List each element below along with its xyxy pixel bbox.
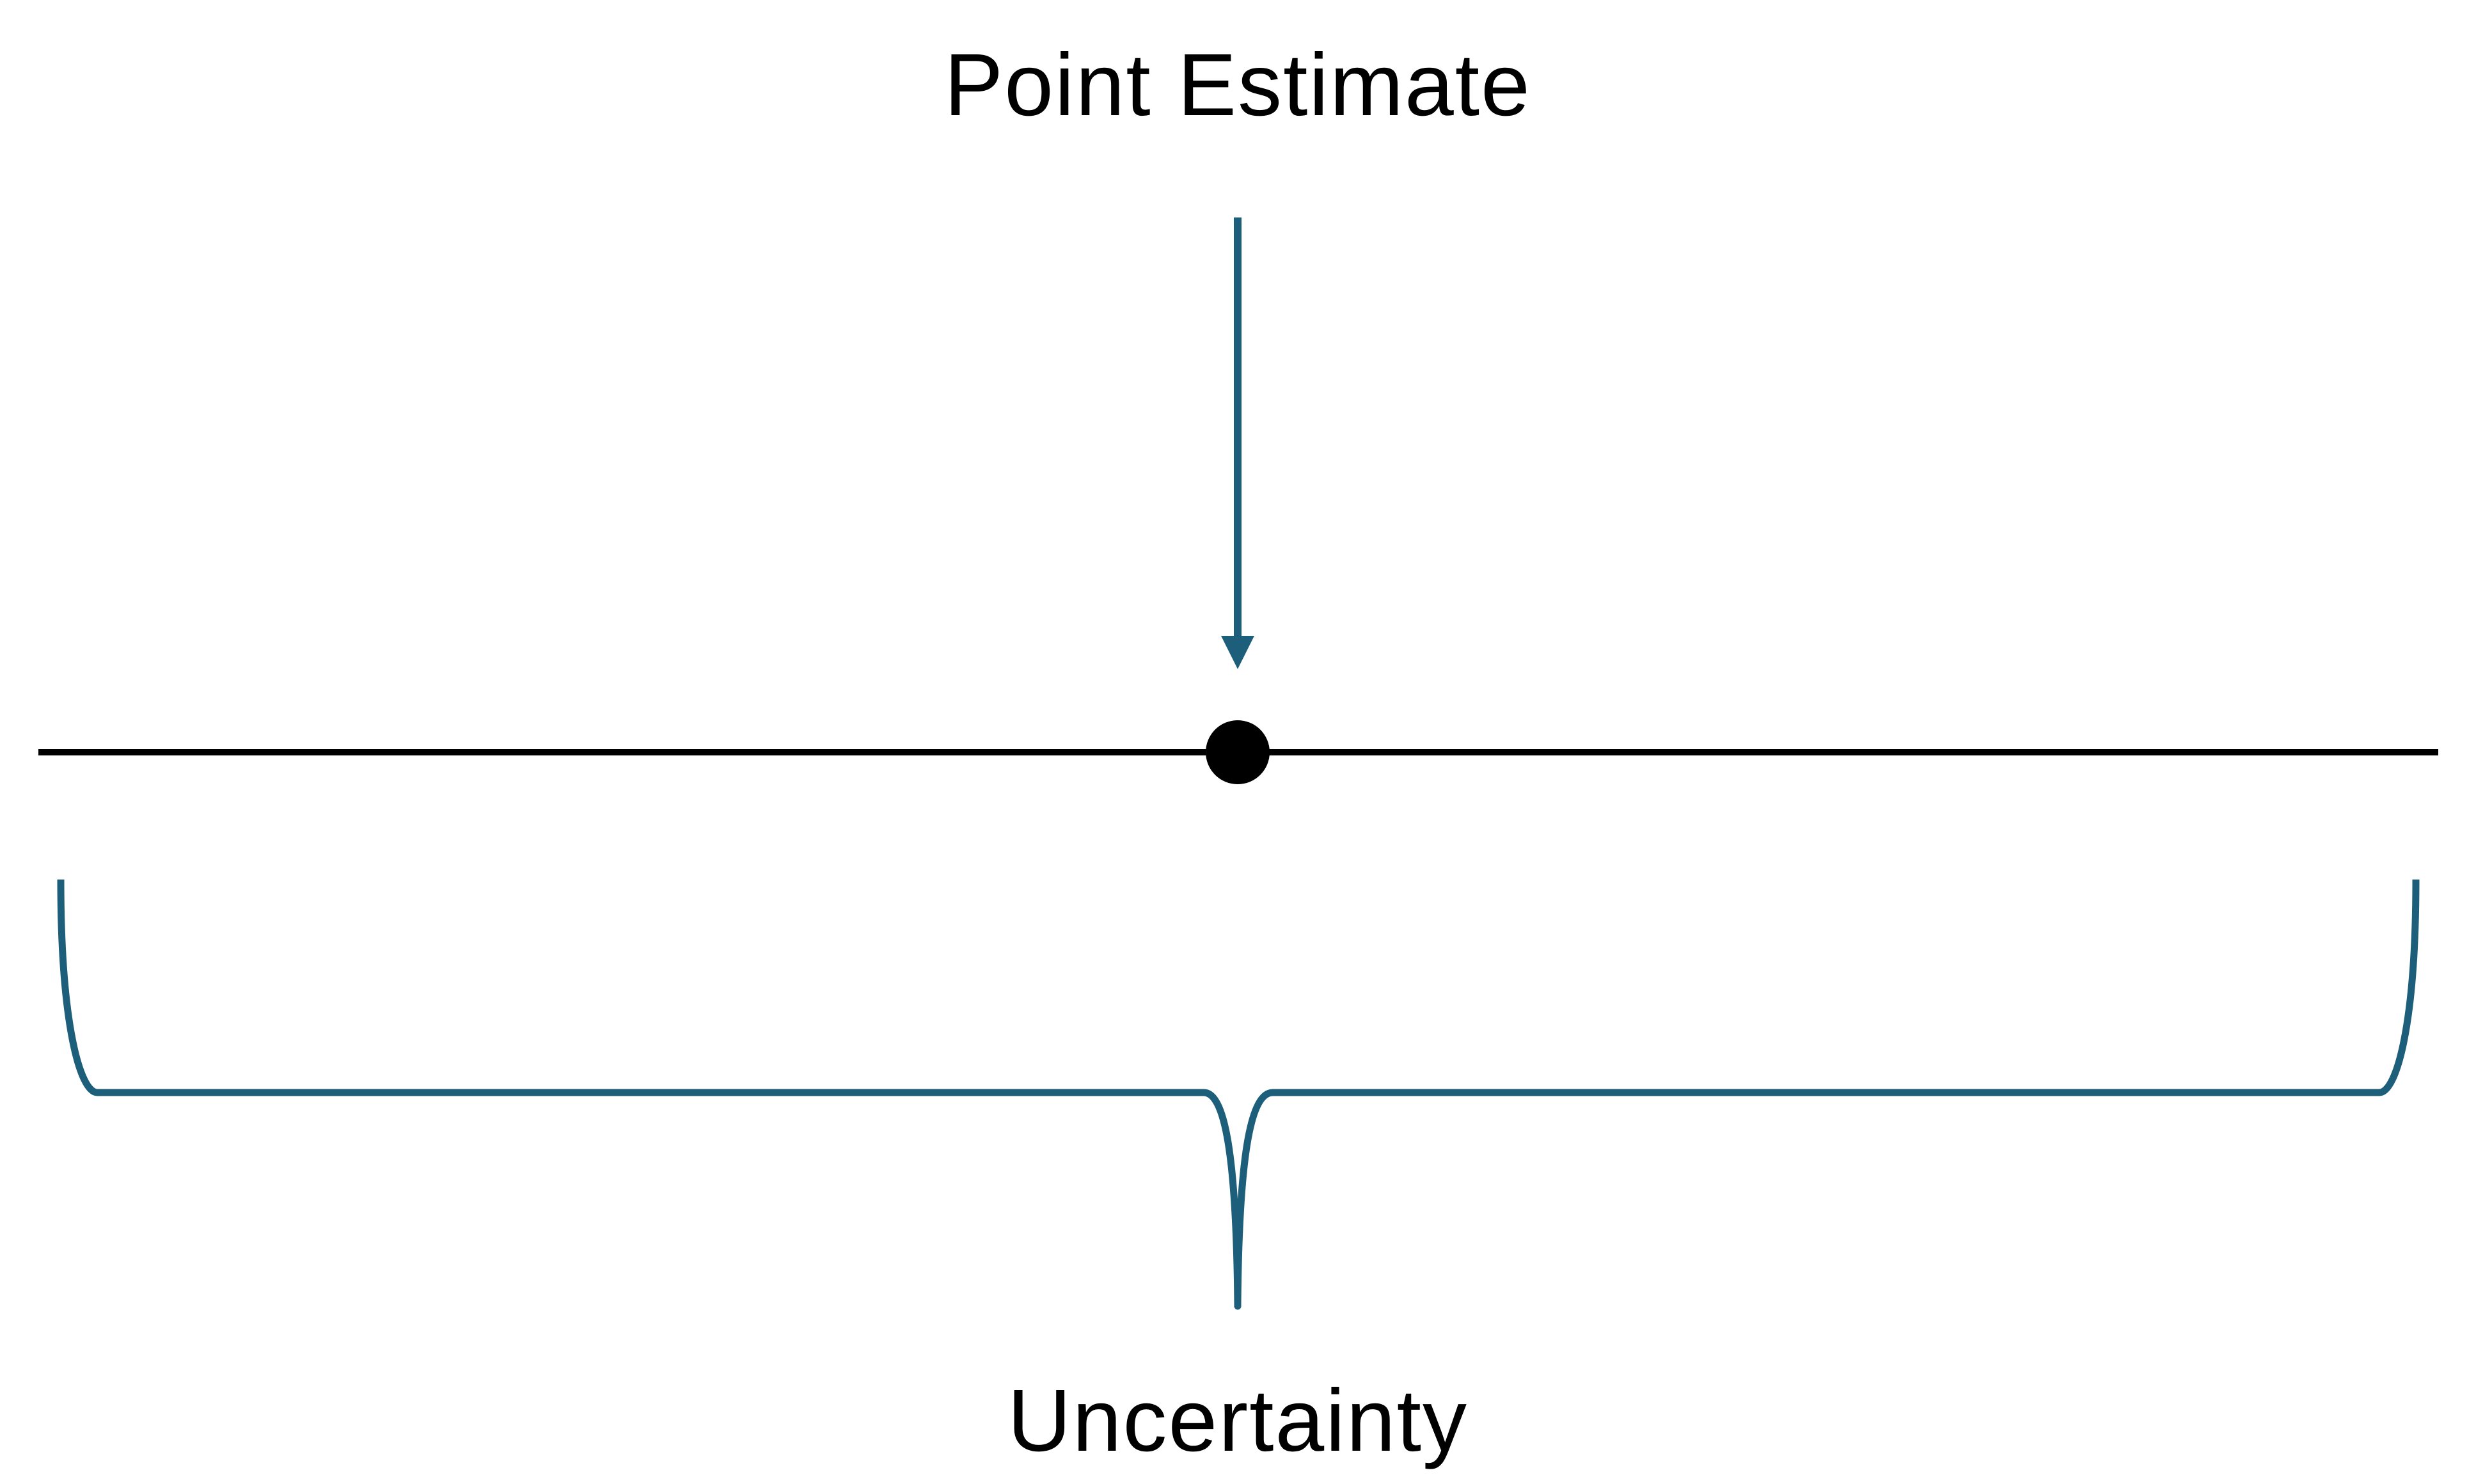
point-estimate-dot — [1206, 720, 1270, 784]
uncertainty-brace — [57, 879, 2420, 1310]
arrow-head — [1221, 636, 1254, 669]
uncertainty-label: Uncertainty — [1007, 1371, 1468, 1470]
point-estimate-label: Point Estimate — [944, 36, 1531, 134]
